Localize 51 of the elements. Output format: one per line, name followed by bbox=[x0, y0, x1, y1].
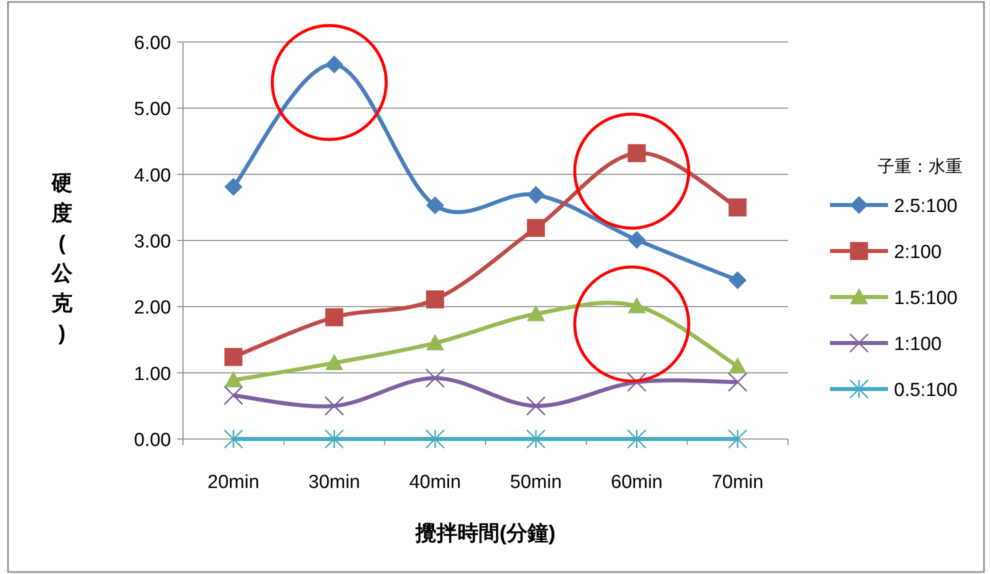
point bbox=[628, 297, 646, 314]
y-tick-label: 5.00 bbox=[134, 99, 171, 120]
y-tick-label: 3.00 bbox=[134, 232, 171, 252]
x-tick-label: 60min bbox=[610, 472, 663, 493]
point bbox=[728, 271, 747, 290]
point bbox=[728, 372, 748, 392]
y-tick-label: 1.00 bbox=[134, 364, 171, 385]
y-axis-title: 硬度(公克) bbox=[50, 172, 74, 345]
point bbox=[526, 218, 545, 237]
point bbox=[526, 429, 546, 449]
legend-label: 1.5:100 bbox=[894, 288, 958, 309]
y-tick-label: 6.00 bbox=[134, 33, 171, 54]
point bbox=[325, 354, 344, 370]
x-tick-label: 20min bbox=[208, 472, 260, 493]
legend-label: 2:100 bbox=[894, 242, 942, 263]
point bbox=[728, 198, 747, 216]
point bbox=[224, 429, 244, 449]
point bbox=[324, 396, 344, 416]
point bbox=[526, 304, 545, 322]
x-tick-label: 50min bbox=[510, 472, 562, 493]
point bbox=[224, 178, 242, 196]
point bbox=[325, 308, 344, 326]
y-tick-label: 4.00 bbox=[134, 165, 171, 186]
legend-label: 0.5:100 bbox=[894, 380, 958, 401]
x-tick-label: 40min bbox=[409, 472, 461, 493]
y-tick-label: 0.00 bbox=[134, 430, 171, 451]
point bbox=[526, 186, 545, 204]
legend-title: 子重：水重 bbox=[878, 157, 962, 176]
point bbox=[224, 348, 242, 366]
y-tick-label: 2.00 bbox=[134, 298, 171, 319]
point bbox=[628, 230, 646, 249]
legend-label: 2.5:100 bbox=[894, 196, 958, 217]
x-tick-label: 30min bbox=[308, 472, 360, 493]
point bbox=[627, 372, 646, 392]
point bbox=[425, 429, 445, 449]
point bbox=[728, 429, 748, 449]
x-tick-label: 70min bbox=[712, 472, 764, 493]
legend-label: 1:100 bbox=[894, 334, 942, 355]
point bbox=[628, 144, 646, 162]
point bbox=[325, 55, 344, 74]
point bbox=[426, 196, 444, 214]
x-axis-title: 攪拌時間(分鐘) bbox=[414, 522, 556, 545]
point bbox=[728, 357, 747, 374]
point bbox=[426, 290, 444, 308]
point bbox=[425, 368, 445, 388]
point bbox=[526, 396, 546, 416]
point bbox=[224, 371, 242, 388]
point bbox=[426, 334, 444, 350]
point bbox=[627, 429, 646, 449]
point bbox=[324, 429, 344, 449]
point bbox=[224, 386, 244, 406]
